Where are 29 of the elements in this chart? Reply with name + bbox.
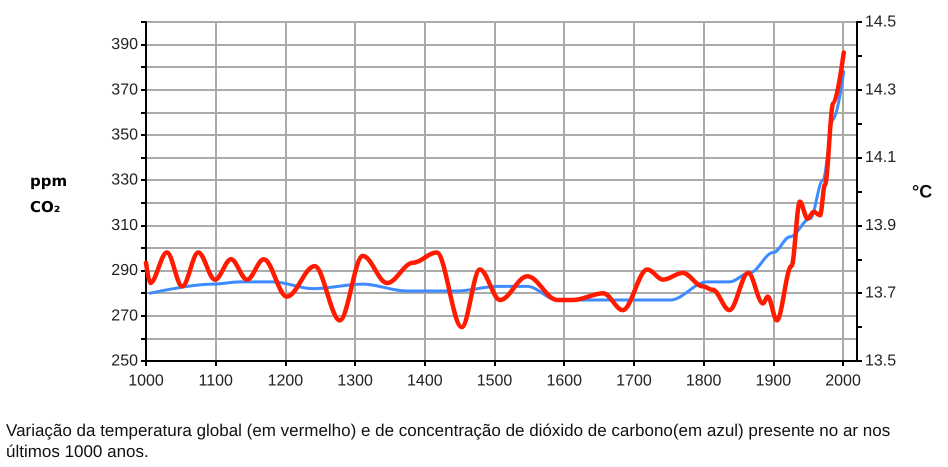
x-tick-label: 1800 <box>686 372 722 390</box>
y2-axis-title: °C <box>912 182 932 202</box>
y-tick-label: 350 <box>111 126 138 144</box>
y-axis-title: ppm CO₂ <box>30 171 68 218</box>
y2-tick-label: 13.9 <box>865 216 896 234</box>
y2-tick-label: 14.1 <box>865 149 896 166</box>
x-tick-label: 1300 <box>337 372 374 390</box>
y-tick-label: 310 <box>111 216 138 234</box>
x-tick-label: 1200 <box>268 372 304 390</box>
line-series <box>144 50 846 330</box>
y-tick-label: 250 <box>111 352 138 370</box>
y2-tick-label: 13.5 <box>865 352 896 370</box>
y2-tick-label: 14.5 <box>865 14 896 30</box>
x-tick-label: 1600 <box>546 372 582 390</box>
x-tick-label: 1700 <box>616 372 652 390</box>
x-tick-label: 1500 <box>476 372 512 390</box>
x-tick-label: 1000 <box>128 372 164 390</box>
x-tick-label: 2000 <box>825 372 861 390</box>
y-tick-label: 270 <box>111 307 138 324</box>
x-tick-label: 1900 <box>756 372 792 390</box>
x-tick-label: 1100 <box>198 372 234 390</box>
y2-tick-label: 14.3 <box>865 81 896 98</box>
y-tick-label: 330 <box>111 172 138 189</box>
y2-tick-label: 13.7 <box>865 284 896 302</box>
text: Variação da temperatura global (em vermelho) e de concentração de dióxido de carbono(em azul) presente no ar nos últimos 1000 anos. <box>6 420 892 462</box>
y-tick-label: 370 <box>111 81 138 98</box>
x-tick-label: 1400 <box>407 372 443 390</box>
y-tick-label: 290 <box>111 262 138 280</box>
y-tick-label: 390 <box>111 36 138 54</box>
